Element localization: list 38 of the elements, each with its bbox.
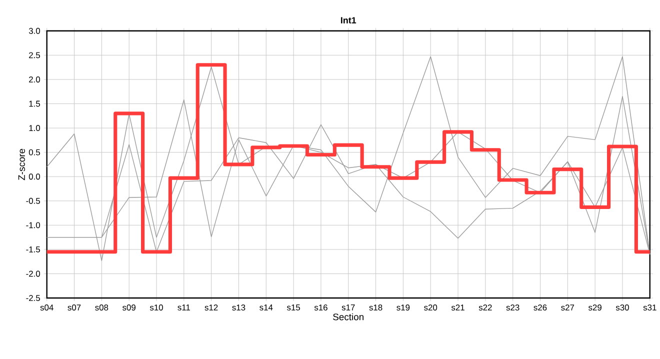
x-axis-title: Section — [333, 313, 364, 320]
x-tick-label: s31 — [643, 304, 656, 311]
chart-title: Int1 — [341, 17, 356, 24]
x-tick-label: s26 — [534, 304, 547, 311]
y-tick-label: 1.0 — [29, 125, 40, 132]
y-tick-label: -2.5 — [26, 295, 40, 302]
x-tick-label: s12 — [204, 304, 218, 311]
x-tick-label: s18 — [369, 304, 382, 311]
y-tick-label: 0.5 — [28, 149, 40, 156]
x-tick-label: s23 — [506, 304, 520, 311]
x-tick-label: s10 — [150, 304, 163, 311]
x-tick-label: s04 — [40, 304, 54, 311]
x-tick-label: s21 — [451, 304, 464, 311]
x-tick-label: s17 — [342, 304, 355, 310]
y-tick-label: 1.5 — [29, 100, 40, 107]
y-axis-title: Z-score — [18, 148, 25, 180]
x-tick-label: s14 — [260, 304, 273, 310]
x-tick-label: s29 — [588, 304, 602, 311]
y-tick-label: 3.0 — [28, 28, 40, 34]
x-tick-label: s08 — [95, 304, 108, 311]
x-tick-label: s19 — [396, 304, 410, 311]
x-tick-label: s07 — [68, 304, 81, 311]
y-tick-label: 2.5 — [29, 52, 40, 58]
y-tick-label: -1.5 — [26, 246, 40, 252]
y-tick-label: -0.5 — [26, 198, 40, 204]
y-tick-label: 0.0 — [28, 174, 40, 180]
x-tick-label: s09 — [122, 304, 136, 311]
x-tick-label: s16 — [314, 304, 328, 311]
y-tick-label: -2.0 — [26, 270, 40, 277]
x-tick-label: s11 — [178, 304, 190, 310]
x-tick-label: s22 — [478, 304, 492, 311]
y-tick-label: 2.0 — [29, 76, 40, 83]
x-tick-label: s30 — [616, 304, 629, 311]
x-tick-label: s20 — [424, 304, 438, 311]
x-tick-label: s15 — [286, 304, 300, 310]
x-tick-label: s27 — [561, 304, 574, 311]
x-tick-label: s13 — [232, 304, 246, 311]
y-tick-label: -1.0 — [26, 222, 40, 228]
